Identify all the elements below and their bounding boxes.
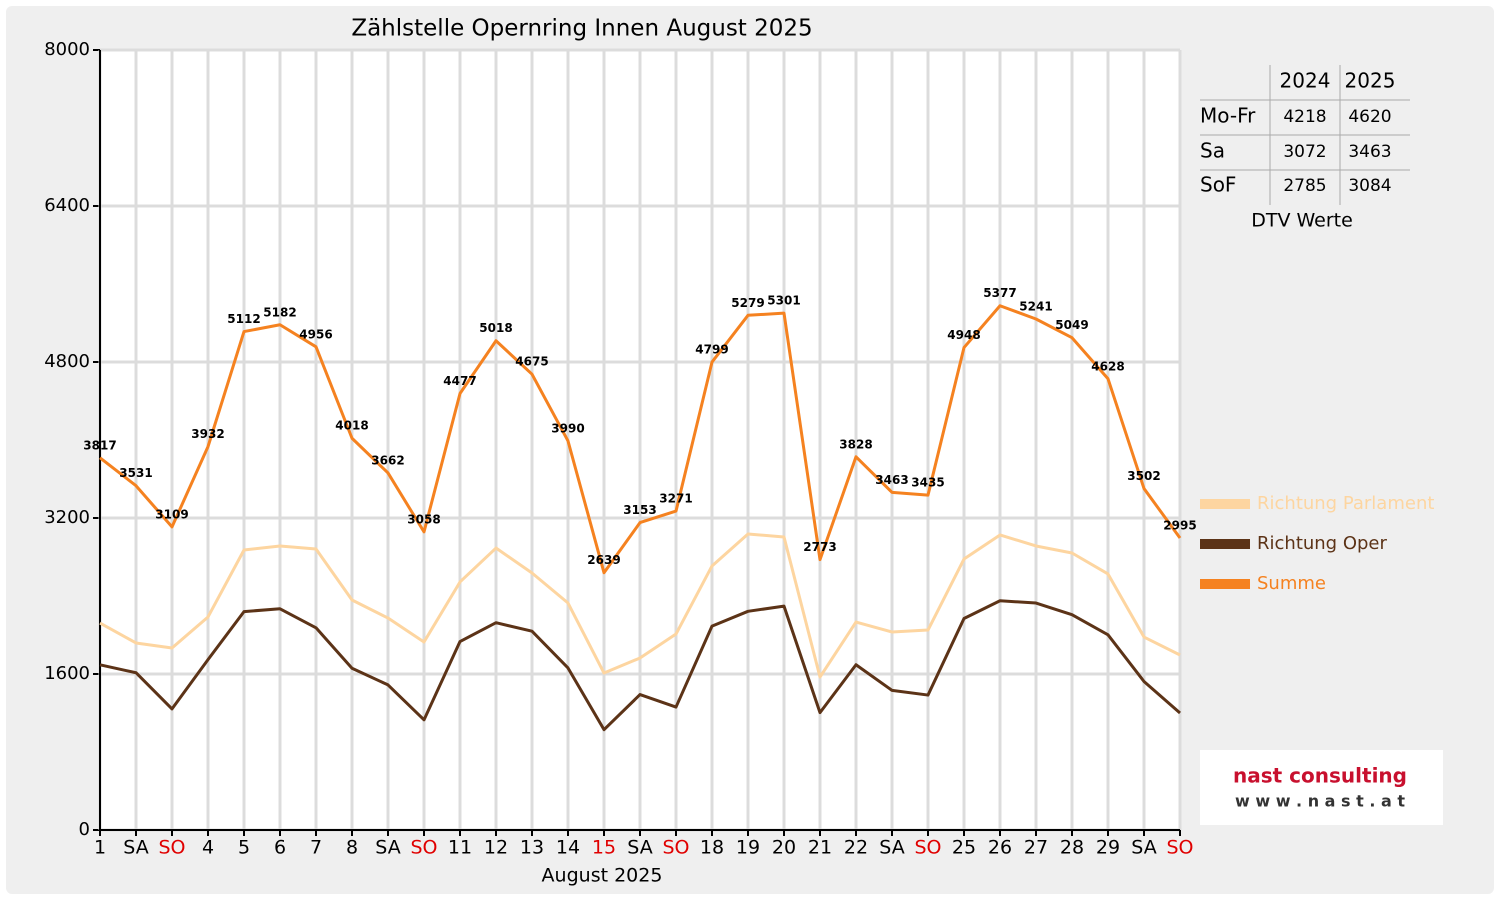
data-label: 3502 bbox=[1127, 469, 1160, 483]
data-label: 2639 bbox=[587, 553, 620, 567]
data-label: 4799 bbox=[695, 343, 728, 357]
x-tick-label: 14 bbox=[556, 837, 580, 859]
data-label: 5112 bbox=[227, 312, 260, 326]
table-header: 2025 bbox=[1345, 69, 1396, 93]
x-tick-label: 20 bbox=[772, 837, 796, 859]
data-label: 4956 bbox=[299, 327, 332, 341]
data-label: 3463 bbox=[875, 473, 908, 487]
series-line bbox=[99, 304, 1182, 575]
x-tick-label: SO bbox=[662, 837, 689, 859]
data-label: 5182 bbox=[263, 305, 296, 319]
x-tick-label: 15 bbox=[592, 837, 616, 859]
data-label: 4948 bbox=[947, 328, 980, 342]
legend-swatch bbox=[1200, 539, 1250, 549]
x-tick-label: 7 bbox=[310, 837, 322, 859]
data-label: 4675 bbox=[515, 355, 548, 369]
table-row-label: Mo-Fr bbox=[1200, 104, 1256, 128]
y-tick-label: 3200 bbox=[44, 507, 90, 528]
y-tick-label: 4800 bbox=[44, 351, 90, 372]
y-tick-label: 8000 bbox=[44, 39, 90, 60]
data-label: 3662 bbox=[371, 453, 404, 467]
logo-name: nast consulting bbox=[1233, 764, 1407, 788]
data-label: 5377 bbox=[983, 286, 1016, 300]
logo-url: w w w . n a s t . a t bbox=[1235, 792, 1405, 811]
x-tick-label: 27 bbox=[1024, 837, 1048, 859]
legend-label: Summe bbox=[1257, 573, 1326, 594]
table-cell: 3084 bbox=[1348, 176, 1391, 196]
x-tick-label: 5 bbox=[238, 837, 250, 859]
x-tick-label: 6 bbox=[274, 837, 286, 859]
data-label: 5301 bbox=[767, 294, 800, 308]
x-tick-label: 29 bbox=[1096, 837, 1120, 859]
data-label: 3531 bbox=[119, 466, 152, 480]
x-tick-label: 26 bbox=[988, 837, 1012, 859]
x-tick-label: SO bbox=[914, 837, 941, 859]
data-label: 4628 bbox=[1091, 359, 1124, 373]
data-label: 5279 bbox=[731, 296, 764, 310]
data-label: 5049 bbox=[1055, 318, 1088, 332]
x-tick-label: SA bbox=[123, 837, 148, 859]
data-label: 4018 bbox=[335, 419, 368, 433]
x-tick-label: 22 bbox=[844, 837, 868, 859]
x-tick-label: 8 bbox=[346, 837, 358, 859]
x-tick-label: 1 bbox=[94, 837, 106, 859]
legend-swatch bbox=[1200, 579, 1250, 589]
x-tick-label: 13 bbox=[520, 837, 544, 859]
x-tick-label: SO bbox=[410, 837, 437, 859]
data-label: 2995 bbox=[1163, 518, 1196, 532]
x-tick-label: 21 bbox=[808, 837, 832, 859]
data-label: 5241 bbox=[1019, 300, 1052, 314]
chart-title: Zählstelle Opernring Innen August 2025 bbox=[351, 16, 812, 42]
legend-swatch bbox=[1200, 499, 1250, 509]
table-cell: 3072 bbox=[1283, 142, 1326, 162]
table-cell: 4218 bbox=[1283, 107, 1326, 127]
x-axis-label: August 2025 bbox=[542, 865, 663, 887]
table-cell: 3463 bbox=[1348, 142, 1391, 162]
x-tick-label: 25 bbox=[952, 837, 976, 859]
y-tick-label: 6400 bbox=[44, 195, 90, 216]
x-tick-label: SA bbox=[375, 837, 400, 859]
table-header: 2024 bbox=[1280, 69, 1331, 93]
table-row-label: Sa bbox=[1200, 139, 1225, 163]
data-label: 3435 bbox=[911, 476, 944, 490]
data-label: 3828 bbox=[839, 437, 872, 451]
data-label: 2773 bbox=[803, 540, 836, 554]
x-tick-label: SA bbox=[1131, 837, 1156, 859]
x-tick-label: SA bbox=[879, 837, 904, 859]
data-label: 3817 bbox=[83, 438, 116, 452]
table-cell: 4620 bbox=[1348, 107, 1391, 127]
data-label: 3058 bbox=[407, 512, 440, 526]
y-tick-label: 0 bbox=[79, 819, 90, 840]
data-label: 4477 bbox=[443, 374, 476, 388]
series-line bbox=[99, 599, 1181, 732]
table-cell: 2785 bbox=[1283, 176, 1326, 196]
table-caption: DTV Werte bbox=[1251, 210, 1353, 232]
table-row-label: SoF bbox=[1200, 173, 1236, 197]
logo-box bbox=[1200, 750, 1443, 825]
data-label: 3932 bbox=[191, 427, 224, 441]
x-tick-label: SO bbox=[158, 837, 185, 859]
data-label: 5018 bbox=[479, 321, 512, 335]
y-tick-label: 1600 bbox=[44, 663, 90, 684]
x-tick-label: SA bbox=[627, 837, 652, 859]
x-tick-label: 11 bbox=[448, 837, 472, 859]
x-tick-label: 28 bbox=[1060, 837, 1084, 859]
data-label: 3153 bbox=[623, 503, 656, 517]
legend-label: Richtung Oper bbox=[1257, 533, 1388, 554]
x-tick-label: 12 bbox=[484, 837, 508, 859]
legend-label: Richtung Parlament bbox=[1257, 493, 1434, 514]
x-tick-label: 19 bbox=[736, 837, 760, 859]
data-label: 3990 bbox=[551, 421, 584, 435]
data-label: 3271 bbox=[659, 492, 692, 506]
x-tick-label: SO bbox=[1166, 837, 1193, 859]
x-tick-label: 18 bbox=[700, 837, 724, 859]
series-line bbox=[99, 532, 1181, 679]
data-label: 3109 bbox=[155, 507, 188, 521]
x-tick-label: 4 bbox=[202, 837, 214, 859]
